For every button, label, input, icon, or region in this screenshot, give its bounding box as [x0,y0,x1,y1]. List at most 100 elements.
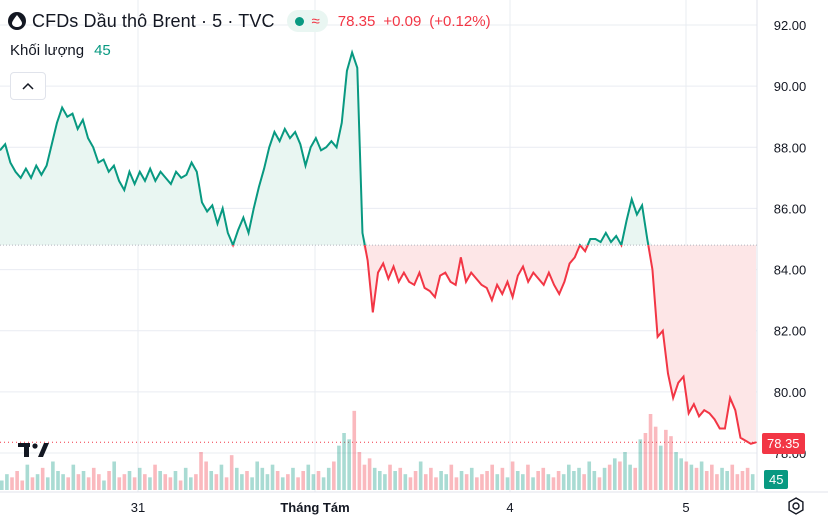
volume-bar [240,474,244,490]
volume-bar [275,471,280,490]
tradingview-logo-icon[interactable] [16,436,56,464]
volume-bar [10,477,14,490]
volume-bar [20,480,25,490]
volume-bar [229,455,234,490]
volume-bar [648,414,653,490]
volume-bar [403,474,408,490]
volume-bar [515,471,520,490]
volume-bar [480,474,484,490]
y-tick-label: 80.00 [774,385,807,400]
volume-bar [628,464,632,490]
volume-bar [454,477,459,490]
volume-bar [158,471,162,490]
volume-bar [684,461,689,490]
volume-bar [45,477,50,490]
volume-bar [357,452,362,490]
volume-bar [495,474,500,490]
symbol-title[interactable]: CFDs Dầu thô Brent · 5 · TVC [32,10,275,31]
volume-bar [505,477,510,490]
area-above-baseline [0,52,756,246]
volume-bar [587,461,592,490]
volume-bar [725,471,729,490]
volume-bar [623,452,627,490]
last-price-tag: 78.35 [762,433,805,454]
volume-bar [750,474,755,490]
volume-bar [255,461,260,490]
volume-bar [81,471,86,490]
volume-bar [132,477,137,490]
volume-bar [720,467,724,490]
volume-bar [234,467,239,490]
volume-bar [413,471,418,490]
volume-label[interactable]: Khối lượng [10,42,85,59]
volume-bar [286,474,290,490]
volume-bar [342,433,346,490]
volume-bar [561,474,566,490]
volume-bar [117,477,122,490]
volume-bar [423,474,428,490]
price-change: +0.09 [383,12,422,30]
y-tick-label: 88.00 [774,140,807,155]
collapse-legend-button[interactable] [10,72,46,100]
x-tick-label: 31 [131,500,145,515]
volume-bar [107,471,111,490]
volume-bar [715,474,719,490]
volume-bar [607,464,612,490]
volume-bar [260,467,265,490]
chart-settings-button[interactable] [786,496,806,516]
chevron-up-icon [22,82,34,90]
volume-bar [332,461,336,490]
volume-bar [301,471,305,490]
volume-bar [500,467,505,490]
volume-bar [347,439,351,490]
volume-bar [664,429,668,490]
volume-bar [643,433,648,490]
volume-bar [418,461,423,490]
volume-bar [469,467,474,490]
volume-bar [704,471,709,490]
volume-bar [485,471,489,490]
volume-bar [464,474,469,490]
volume-bar [633,467,638,490]
volume-bar [572,471,576,490]
volume-legend: Khối lượng 45 [10,42,111,59]
volume-bar [194,474,198,490]
quote-values: 78.35 +0.09 (+0.12%) [338,13,491,30]
symbol-legend: CFDs Dầu thô Brent · 5 · TVC ≈ 78.35 +0.… [8,8,491,34]
volume-bar [183,467,188,490]
volume-bar [521,474,525,490]
volume-bar [393,471,397,490]
oil-drop-icon [8,12,26,30]
volume-bar [204,461,208,490]
volume-bar [567,464,571,490]
volume-bar [5,474,9,490]
volume-bar [326,467,331,490]
volume-bar [265,474,270,490]
volume-bar [429,467,433,490]
volume-bar [153,464,157,490]
volume-bar [444,474,449,490]
volume-bar [735,474,740,490]
volume-bar [398,467,403,490]
volume-value: 45 [94,42,111,59]
market-status-pill[interactable]: ≈ [286,10,328,32]
volume-bar [638,439,643,490]
volume-bar [372,467,377,490]
volume-bar [250,477,254,490]
area-below-baseline [0,245,756,444]
volume-bar [122,474,127,490]
volume-bar [551,477,556,490]
y-tick-label: 82.00 [774,324,807,339]
volume-bar [367,458,372,490]
price-change-pct: (+0.12%) [429,12,491,30]
volume-bar [577,467,581,490]
volume-bar [224,477,229,490]
volume-bar [730,464,735,490]
volume-bar [526,464,530,490]
volume-bar [592,471,597,490]
volume-bar [699,461,704,490]
volume-bar [56,471,60,490]
price-line-down [231,245,757,445]
volume-bar [490,464,494,490]
